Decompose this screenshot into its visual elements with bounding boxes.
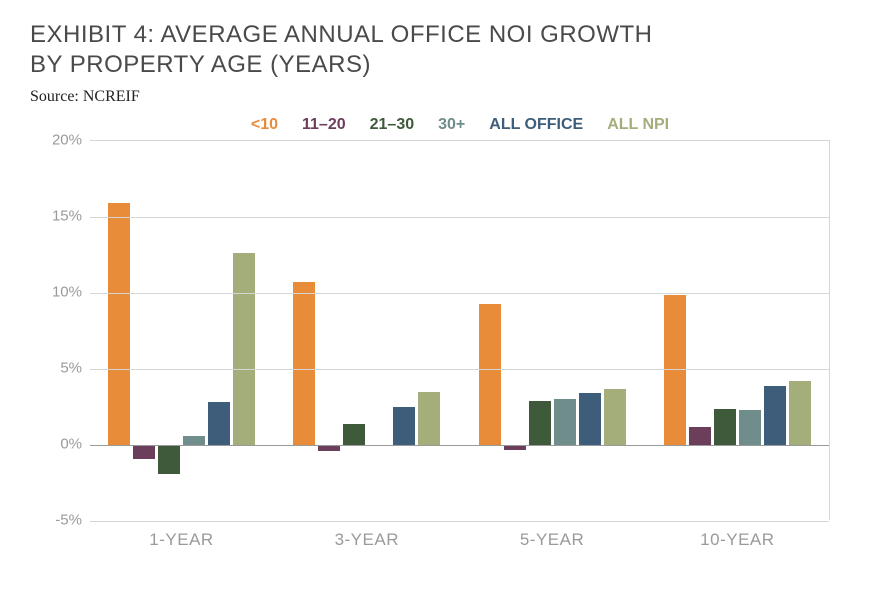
bar: [789, 381, 811, 445]
y-tick-label: 0%: [60, 436, 82, 453]
title-line-1: EXHIBIT 4: AVERAGE ANNUAL OFFICE NOI GRO…: [30, 21, 653, 48]
bar: [554, 399, 576, 445]
chart-container: EXHIBIT 4: AVERAGE ANNUAL OFFICE NOI GRO…: [0, 0, 870, 611]
chart-title: EXHIBIT 4: AVERAGE ANNUAL OFFICE NOI GRO…: [30, 20, 840, 80]
bar: [183, 436, 205, 445]
legend-item-5: ALL NPI: [607, 116, 669, 134]
legend-item-1: 11–20: [302, 116, 346, 134]
bar: [108, 203, 130, 445]
y-tick-label: 5%: [60, 360, 82, 377]
bar: [343, 424, 365, 445]
legend-item-3: 30+: [438, 116, 465, 134]
zero-line: [90, 445, 829, 446]
y-tick-label: 20%: [52, 132, 82, 149]
chart-area: -5%0%5%10%15%20% 1-YEAR3-YEAR5-YEAR10-YE…: [40, 140, 830, 560]
legend-item-0: <10: [251, 116, 278, 134]
y-axis: -5%0%5%10%15%20%: [40, 140, 90, 560]
chart-legend: <10 11–20 21–30 30+ ALL OFFICE ALL NPI: [30, 116, 840, 134]
legend-item-4: ALL OFFICE: [489, 116, 583, 134]
gridline: [90, 293, 829, 294]
x-tick-label: 1-YEAR: [149, 530, 213, 550]
gridline: [90, 217, 829, 218]
bar: [689, 427, 711, 445]
title-line-2: BY PROPERTY AGE (YEARS): [30, 51, 371, 78]
bar: [293, 282, 315, 445]
bar: [418, 392, 440, 445]
bar: [529, 401, 551, 445]
legend-item-2: 21–30: [370, 116, 415, 134]
bar: [158, 445, 180, 474]
plot-area: [90, 140, 830, 520]
bar: [764, 386, 786, 445]
bars-layer: [90, 141, 829, 520]
bar: [133, 445, 155, 459]
y-tick-label: 10%: [52, 284, 82, 301]
bar: [604, 389, 626, 445]
chart-source: Source: NCREIF: [30, 88, 840, 106]
gridline: [90, 369, 829, 370]
bar: [739, 410, 761, 445]
bar: [233, 253, 255, 445]
x-tick-label: 10-YEAR: [700, 530, 774, 550]
x-axis-labels: 1-YEAR 3-YEAR 5-YEAR 10-YEAR: [90, 520, 830, 560]
x-tick-label: 3-YEAR: [335, 530, 399, 550]
y-tick-label: 15%: [52, 208, 82, 225]
y-tick-label: -5%: [55, 512, 82, 529]
bar: [208, 402, 230, 445]
bar: [393, 407, 415, 445]
bar: [579, 393, 601, 445]
bar: [479, 304, 501, 445]
bar: [714, 409, 736, 445]
x-tick-label: 5-YEAR: [520, 530, 584, 550]
